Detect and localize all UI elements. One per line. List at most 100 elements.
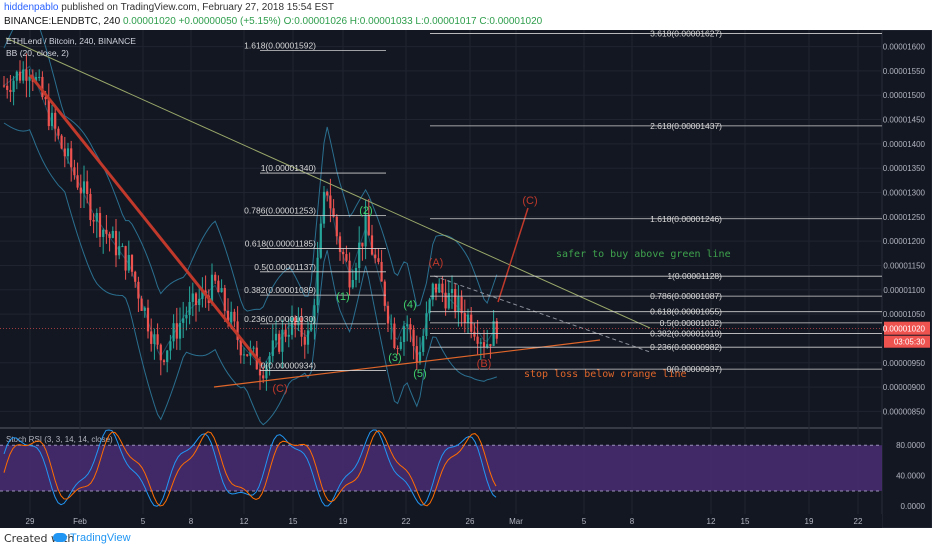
fib-label-left: 1.618(0.00001592) [244, 40, 316, 50]
candle-body [105, 229, 108, 234]
symbol-label: BINANCE:LENDBTC, 240 [4, 16, 121, 27]
candle-body [146, 307, 150, 332]
candle-body [281, 329, 284, 352]
candle-body [418, 351, 422, 363]
candle-body [239, 339, 242, 356]
candle-body [252, 347, 255, 349]
wave-label-green: (5) [413, 368, 426, 380]
candle-body [367, 214, 370, 236]
candle-body [322, 191, 326, 224]
y-tick-label: 0.00000900 [883, 383, 926, 392]
candle-body [466, 314, 470, 323]
candle-body [98, 212, 102, 237]
candle-body [102, 229, 105, 237]
candle-body [351, 279, 354, 288]
y-tick-label: 0.00000850 [883, 407, 926, 416]
candle-body [319, 223, 322, 258]
candle-body [2, 85, 6, 87]
candles-group [2, 53, 498, 391]
candle-body [303, 336, 306, 345]
candle-body [194, 293, 198, 306]
candle-body [210, 274, 214, 303]
fib-label-right: 2.618(0.00001437) [650, 121, 722, 131]
candle-body [201, 290, 204, 299]
candle-body [495, 321, 498, 339]
wave-label-green: (1) [336, 291, 349, 303]
candle-body [460, 296, 463, 314]
wave-label-green: (3) [388, 352, 401, 364]
candle-body [310, 323, 313, 331]
candle-body [294, 317, 297, 326]
candle-body [57, 128, 60, 136]
candle-body [422, 335, 425, 352]
candle-body [370, 235, 374, 255]
candle-body [383, 281, 386, 306]
fib-label-right: 0.786(0.00001087) [650, 291, 722, 301]
candle-body [463, 313, 466, 323]
wave-label-red: (C) [522, 195, 537, 207]
x-tick-label: 15 [289, 517, 298, 526]
candle-body [114, 230, 118, 256]
candle-body [137, 281, 140, 299]
symbol-info: BINANCE:LENDBTC, 240 0.00001020 +0.00000… [4, 16, 542, 27]
y-tick-label: 0.00001350 [883, 164, 926, 173]
fib-label-right: 3.618(0.00001627) [650, 30, 722, 38]
price-change: 0.00001020 +0.00000050 (+5.15%) [122, 16, 281, 27]
x-tick-label: 8 [189, 517, 194, 526]
candle-body [182, 318, 185, 323]
candle-body [134, 271, 137, 282]
candle-body [25, 69, 28, 81]
candle-body [82, 181, 86, 194]
candle-body [431, 283, 434, 300]
candle-body [86, 181, 89, 194]
candle-body [175, 323, 178, 339]
x-tick-label: Mar [509, 517, 523, 526]
candle-body [271, 340, 274, 356]
candle-body [38, 76, 41, 78]
support-orange-line [213, 339, 601, 388]
candle-body [482, 342, 486, 348]
stoch-band [0, 445, 882, 491]
candle-body [150, 331, 153, 344]
candle-body [262, 375, 265, 379]
tradingview-brand-link[interactable]: TradingView [70, 532, 131, 544]
chart-area[interactable]: 0.00001600 0.00001550 0.00001500 0.00001450… [0, 2, 932, 529]
tradingview-logo-icon [53, 533, 67, 542]
candle-body [111, 230, 114, 238]
fib-label-right: 0.618(0.00001055) [650, 307, 722, 317]
candle-body [121, 246, 124, 248]
x-tick-label: 15 [741, 517, 750, 526]
candle-body [274, 333, 278, 341]
candle-body [377, 258, 380, 262]
candle-body [374, 254, 377, 259]
candle-body [15, 71, 18, 81]
red-downtrend-line [28, 74, 264, 366]
candle-body [172, 323, 175, 342]
fib-label-left: 0.382(0.00001089) [244, 285, 316, 295]
candle-body [316, 257, 319, 306]
published-text: published on TradingView.com, February 2… [61, 2, 335, 13]
candle-body [169, 341, 172, 351]
x-tick-label: 5 [582, 517, 587, 526]
candle-body [329, 195, 332, 209]
wave-label-red: (B) [477, 358, 492, 370]
candle-body [415, 346, 418, 363]
candle-body [6, 85, 9, 90]
candle-body [73, 167, 76, 176]
symbol-title: ETHLend / Bitcoin, 240, BINANCE [6, 36, 136, 46]
price-chart-svg[interactable]: 0.00001600 0.00001550 0.00001500 0.00001450… [0, 2, 932, 529]
candle-body [127, 254, 130, 271]
candle-body [364, 214, 367, 247]
candle-body [447, 293, 450, 309]
author-link[interactable]: hiddenpablo [4, 2, 59, 13]
x-tick-label: 8 [630, 517, 635, 526]
stoch-rsi-title: Stoch RSI (3, 3, 14, 14, close) [6, 435, 113, 444]
candle-body [396, 347, 399, 349]
candle-body [95, 212, 98, 222]
candle-body [185, 315, 188, 319]
x-tick-label: 5 [141, 517, 146, 526]
candle-body [34, 77, 38, 82]
candle-body [402, 326, 406, 342]
chart-header: hiddenpablo published on TradingView.com… [0, 0, 932, 30]
time-scale-background [0, 514, 882, 528]
